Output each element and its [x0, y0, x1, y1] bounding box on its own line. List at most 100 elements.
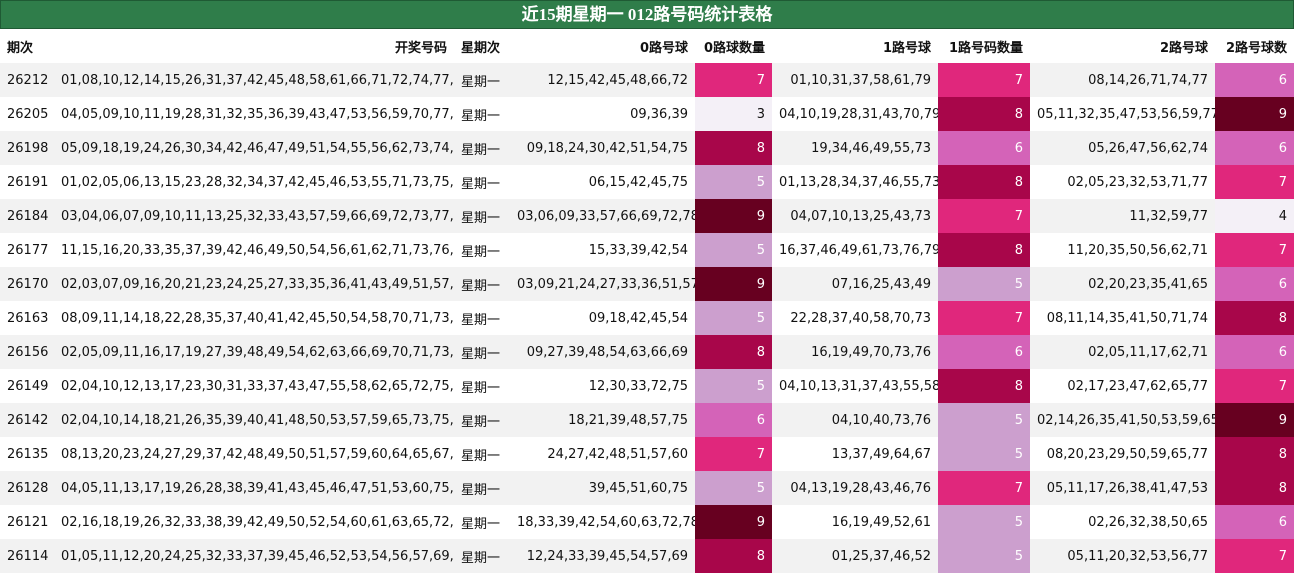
route2-balls-cell: 05,11,32,35,47,53,56,59,77	[1030, 97, 1215, 131]
route0-count-cell: 8	[695, 335, 772, 369]
period-cell: 26205	[0, 97, 54, 131]
route0-balls-cell: 03,09,21,24,27,33,36,51,57	[510, 267, 695, 301]
route1-balls-cell: 13,37,49,64,67	[772, 437, 938, 471]
route0-count-cell: 7	[695, 437, 772, 471]
draw-numbers-cell: 01,02,05,06,13,15,23,28,32,34,37,42,45,4…	[54, 165, 454, 199]
route0-count-cell: 5	[695, 369, 772, 403]
period-cell: 26114	[0, 539, 54, 573]
draw-numbers-cell: 08,13,20,23,24,27,29,37,42,48,49,50,51,5…	[54, 437, 454, 471]
route2-count-cell: 8	[1215, 471, 1294, 505]
draw-numbers-cell: 01,05,11,12,20,24,25,32,33,37,39,45,46,5…	[54, 539, 454, 573]
route2-count-cell: 9	[1215, 97, 1294, 131]
route0-balls-cell: 15,33,39,42,54	[510, 233, 695, 267]
route2-balls-cell: 02,17,23,47,62,65,77	[1030, 369, 1215, 403]
period-cell: 26184	[0, 199, 54, 233]
route1-balls-cell: 16,19,49,70,73,76	[772, 335, 938, 369]
weekday-cell: 星期一	[454, 471, 510, 505]
header-row: 期次 开奖号码 星期次 0路号球 0路球数量 1路号球 1路号码数量 2路号球 …	[0, 29, 1294, 63]
route0-balls-cell: 09,18,24,30,42,51,54,75	[510, 131, 695, 165]
draw-numbers-cell: 01,08,10,12,14,15,26,31,37,42,45,48,58,6…	[54, 63, 454, 97]
draw-numbers-cell: 04,05,09,10,11,19,28,31,32,35,36,39,43,4…	[54, 97, 454, 131]
route2-count-cell: 6	[1215, 131, 1294, 165]
weekday-cell: 星期一	[454, 97, 510, 131]
draw-numbers-cell: 02,16,18,19,26,32,33,38,39,42,49,50,52,5…	[54, 505, 454, 539]
draw-numbers-cell: 11,15,16,20,33,35,37,39,42,46,49,50,54,5…	[54, 233, 454, 267]
route1-count-cell: 5	[938, 539, 1030, 573]
route1-count-cell: 5	[938, 505, 1030, 539]
route2-count-cell: 4	[1215, 199, 1294, 233]
route2-balls-cell: 11,20,35,50,56,62,71	[1030, 233, 1215, 267]
draw-numbers-cell: 02,04,10,14,18,21,26,35,39,40,41,48,50,5…	[54, 403, 454, 437]
route1-balls-cell: 16,19,49,52,61	[772, 505, 938, 539]
table-row: 26128 04,05,11,13,17,19,26,28,38,39,41,43…	[0, 471, 1294, 505]
route2-balls-cell: 02,05,11,17,62,71	[1030, 335, 1215, 369]
col-header-route1-balls: 1路号球	[772, 29, 938, 63]
weekday-cell: 星期一	[454, 437, 510, 471]
route1-balls-cell: 22,28,37,40,58,70,73	[772, 301, 938, 335]
stats-table: 期次 开奖号码 星期次 0路号球 0路球数量 1路号球 1路号码数量 2路号球 …	[0, 29, 1294, 573]
weekday-cell: 星期一	[454, 539, 510, 573]
route0-count-cell: 5	[695, 165, 772, 199]
route0-count-cell: 8	[695, 131, 772, 165]
period-cell: 26128	[0, 471, 54, 505]
route2-balls-cell: 05,26,47,56,62,74	[1030, 131, 1215, 165]
route2-balls-cell: 08,20,23,29,50,59,65,77	[1030, 437, 1215, 471]
route0-count-cell: 5	[695, 233, 772, 267]
weekday-cell: 星期一	[454, 233, 510, 267]
weekday-cell: 星期一	[454, 63, 510, 97]
route0-count-cell: 7	[695, 63, 772, 97]
route1-balls-cell: 01,10,31,37,58,61,79	[772, 63, 938, 97]
table-row: 26156 02,05,09,11,16,17,19,27,39,48,49,54…	[0, 335, 1294, 369]
route1-count-cell: 7	[938, 199, 1030, 233]
table-row: 26205 04,05,09,10,11,19,28,31,32,35,36,39…	[0, 97, 1294, 131]
route0-count-cell: 5	[695, 301, 772, 335]
weekday-cell: 星期一	[454, 335, 510, 369]
table-row: 26177 11,15,16,20,33,35,37,39,42,46,49,50…	[0, 233, 1294, 267]
route2-balls-cell: 02,26,32,38,50,65	[1030, 505, 1215, 539]
draw-numbers-cell: 08,09,11,14,18,22,28,35,37,40,41,42,45,5…	[54, 301, 454, 335]
route2-count-cell: 9	[1215, 403, 1294, 437]
route1-balls-cell: 04,10,40,73,76	[772, 403, 938, 437]
route2-count-cell: 6	[1215, 267, 1294, 301]
route0-count-cell: 8	[695, 539, 772, 573]
route2-balls-cell: 08,14,26,71,74,77	[1030, 63, 1215, 97]
period-cell: 26198	[0, 131, 54, 165]
route0-balls-cell: 12,30,33,72,75	[510, 369, 695, 403]
weekday-cell: 星期一	[454, 301, 510, 335]
route1-balls-cell: 01,13,28,34,37,46,55,73	[772, 165, 938, 199]
col-header-route0-balls: 0路号球	[510, 29, 695, 63]
route0-balls-cell: 03,06,09,33,57,66,69,72,78	[510, 199, 695, 233]
route1-count-cell: 7	[938, 301, 1030, 335]
route2-balls-cell: 02,14,26,35,41,50,53,59,65	[1030, 403, 1215, 437]
period-cell: 26121	[0, 505, 54, 539]
route1-balls-cell: 19,34,46,49,55,73	[772, 131, 938, 165]
table-row: 26191 01,02,05,06,13,15,23,28,32,34,37,42…	[0, 165, 1294, 199]
weekday-cell: 星期一	[454, 165, 510, 199]
period-cell: 26135	[0, 437, 54, 471]
period-cell: 26177	[0, 233, 54, 267]
route1-count-cell: 5	[938, 267, 1030, 301]
route2-balls-cell: 05,11,20,32,53,56,77	[1030, 539, 1215, 573]
route2-count-cell: 6	[1215, 335, 1294, 369]
route2-count-cell: 7	[1215, 165, 1294, 199]
draw-numbers-cell: 05,09,18,19,24,26,30,34,42,46,47,49,51,5…	[54, 131, 454, 165]
route1-count-cell: 8	[938, 165, 1030, 199]
route0-count-cell: 9	[695, 505, 772, 539]
route2-count-cell: 6	[1215, 505, 1294, 539]
route1-count-cell: 8	[938, 97, 1030, 131]
route0-balls-cell: 24,27,42,48,51,57,60	[510, 437, 695, 471]
period-cell: 26191	[0, 165, 54, 199]
route0-count-cell: 5	[695, 471, 772, 505]
route1-count-cell: 5	[938, 403, 1030, 437]
table-row: 26184 03,04,06,07,09,10,11,13,25,32,33,43…	[0, 199, 1294, 233]
route2-count-cell: 6	[1215, 63, 1294, 97]
table-row: 26170 02,03,07,09,16,20,21,23,24,25,27,33…	[0, 267, 1294, 301]
route1-count-cell: 6	[938, 335, 1030, 369]
route0-balls-cell: 39,45,51,60,75	[510, 471, 695, 505]
route2-count-cell: 7	[1215, 539, 1294, 573]
weekday-cell: 星期一	[454, 369, 510, 403]
weekday-cell: 星期一	[454, 403, 510, 437]
route2-balls-cell: 08,11,14,35,41,50,71,74	[1030, 301, 1215, 335]
route1-balls-cell: 07,16,25,43,49	[772, 267, 938, 301]
route1-count-cell: 8	[938, 233, 1030, 267]
